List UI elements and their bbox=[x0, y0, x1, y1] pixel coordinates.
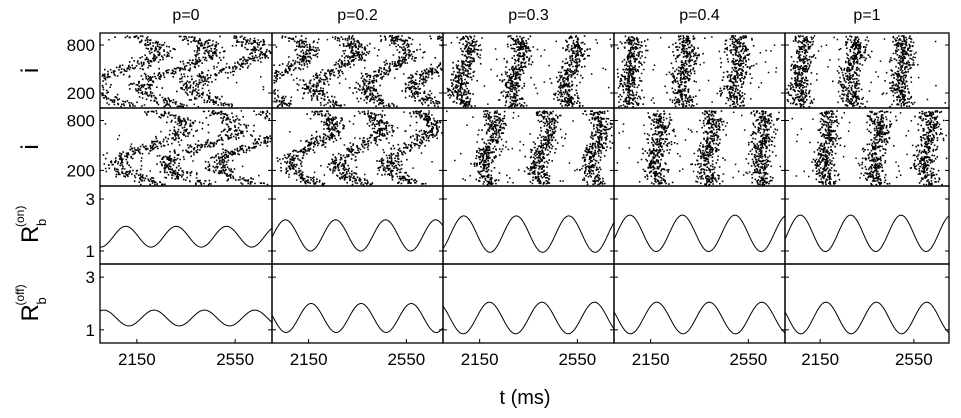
x-tick-label: 2150 bbox=[461, 350, 499, 369]
column-title-0: p=0 bbox=[172, 7, 199, 24]
column-title-1: p=0.2 bbox=[337, 7, 378, 24]
series-line bbox=[784, 214, 950, 253]
x-tick-label: 2150 bbox=[801, 350, 839, 369]
y-tick-label: 200 bbox=[67, 84, 95, 103]
series-line bbox=[784, 301, 950, 335]
svg-text:(off): (off) bbox=[13, 284, 27, 305]
panel-raster-1-4 bbox=[784, 32, 950, 109]
panel-rb-on-3 bbox=[613, 185, 786, 265]
column-title-4: p=1 bbox=[853, 7, 880, 24]
series-line bbox=[271, 302, 444, 333]
panel-frame bbox=[784, 185, 950, 265]
series-line bbox=[99, 309, 273, 327]
panel-raster-2-4 bbox=[784, 107, 950, 187]
panel-rb-on-0 bbox=[99, 185, 273, 265]
x-axis-label: t (ms) bbox=[499, 387, 550, 409]
panel-raster-2-3 bbox=[613, 107, 786, 187]
panel-frame bbox=[271, 263, 444, 344]
y-axis-label: Rb (on) bbox=[13, 206, 49, 243]
series-line bbox=[613, 214, 786, 253]
series-line bbox=[442, 215, 615, 253]
panel-raster-2-1 bbox=[271, 107, 444, 187]
y-axis-label: i bbox=[17, 144, 44, 149]
y-tick-label: 800 bbox=[67, 36, 95, 55]
row-rb-on: 3 1 Rb (on) bbox=[13, 185, 950, 265]
panel-frame bbox=[99, 185, 273, 265]
y-axis-label: Rb (off) bbox=[13, 284, 49, 321]
series-line bbox=[613, 301, 786, 335]
panel-rb-on-1 bbox=[271, 185, 444, 265]
y-tick-label: 1 bbox=[86, 242, 95, 261]
x-tick-label: 2550 bbox=[216, 350, 254, 369]
spike-raster bbox=[276, 110, 443, 186]
panel-rb-on-4 bbox=[784, 185, 950, 265]
panel-frame bbox=[99, 263, 273, 344]
y-tick-label: 3 bbox=[86, 268, 95, 287]
spike-raster bbox=[101, 35, 272, 108]
panel-frame bbox=[784, 263, 950, 344]
panel-frame bbox=[613, 185, 786, 265]
panel-raster-1-3 bbox=[613, 32, 786, 109]
panel-raster-1-1 bbox=[271, 32, 444, 109]
x-tick-label: 2550 bbox=[895, 350, 933, 369]
svg-text:R: R bbox=[17, 226, 44, 243]
x-tick-label: 2150 bbox=[118, 350, 156, 369]
y-tick-label: 3 bbox=[86, 190, 95, 209]
spike-raster bbox=[791, 110, 948, 186]
row-raster-1: 800 200 i bbox=[17, 32, 950, 109]
spike-raster bbox=[786, 35, 946, 108]
spike-raster bbox=[102, 110, 272, 186]
panel-rb-off-1 bbox=[271, 263, 444, 344]
x-tick-label: 2550 bbox=[387, 350, 425, 369]
panel-rb-off-4 bbox=[784, 263, 950, 344]
svg-text:b: b bbox=[34, 219, 49, 226]
column-title-3: p=0.4 bbox=[679, 7, 720, 24]
panel-raster-2-2 bbox=[442, 107, 615, 187]
row-raster-2: 800 200 i bbox=[17, 107, 950, 187]
panel-rb-on-2 bbox=[442, 185, 615, 265]
spike-raster bbox=[616, 35, 778, 108]
y-tick-label: 200 bbox=[67, 161, 95, 180]
panel-raster-2-0 bbox=[99, 107, 273, 187]
spike-raster bbox=[273, 35, 443, 108]
column-title-2: p=0.3 bbox=[508, 7, 549, 24]
panel-frame bbox=[613, 263, 786, 344]
x-tick-label: 2150 bbox=[290, 350, 328, 369]
series-line bbox=[99, 225, 273, 248]
panel-rb-off-3 bbox=[613, 263, 786, 344]
y-tick-label: 800 bbox=[67, 111, 95, 130]
series-line bbox=[271, 219, 444, 252]
panel-frame bbox=[442, 185, 615, 265]
y-axis-label: i bbox=[17, 68, 44, 73]
svg-text:R: R bbox=[17, 304, 44, 321]
x-tick-label: 2550 bbox=[558, 350, 596, 369]
y-tick-label: 1 bbox=[86, 321, 95, 340]
x-tick-label: 2150 bbox=[632, 350, 670, 369]
series-line bbox=[442, 301, 615, 335]
panel-frame bbox=[271, 185, 444, 265]
svg-text:b: b bbox=[34, 297, 49, 304]
svg-text:(on): (on) bbox=[13, 206, 27, 227]
panel-rb-off-2 bbox=[442, 263, 615, 344]
row-rb-off: 3 1 Rb (off) bbox=[13, 263, 950, 344]
spike-raster bbox=[446, 110, 614, 186]
panel-raster-1-0 bbox=[99, 32, 273, 109]
spike-raster bbox=[446, 35, 613, 108]
panel-rb-off-0 bbox=[99, 263, 273, 344]
panel-raster-1-2 bbox=[442, 32, 615, 109]
spike-raster bbox=[616, 110, 782, 186]
x-tick-label: 2550 bbox=[729, 350, 767, 369]
